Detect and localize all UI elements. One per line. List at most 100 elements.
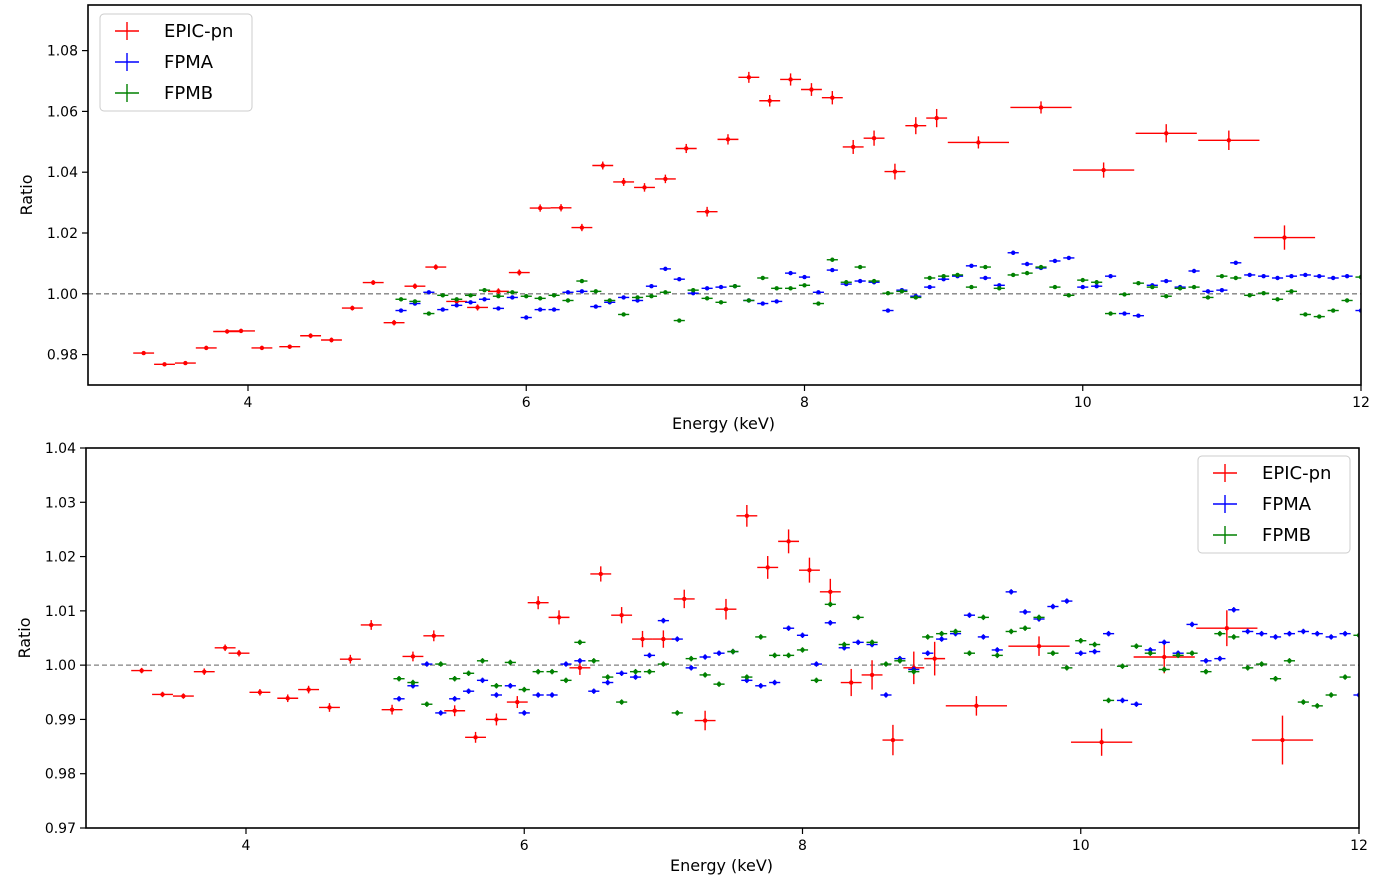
data-point xyxy=(673,589,695,609)
data-point xyxy=(574,658,586,664)
data-point xyxy=(755,683,767,689)
data-point xyxy=(576,289,588,294)
data-point xyxy=(757,301,769,306)
legend-label: FPMB xyxy=(1262,525,1311,546)
data-point xyxy=(645,284,658,289)
data-point xyxy=(1047,603,1059,610)
data-point xyxy=(492,306,504,311)
y-tick-label: 1.00 xyxy=(45,658,76,674)
data-point xyxy=(152,691,173,698)
data-point xyxy=(812,290,824,295)
data-point xyxy=(423,630,445,642)
data-point xyxy=(435,710,447,716)
data-point xyxy=(490,692,502,698)
x-tick-label: 10 xyxy=(1072,838,1090,854)
data-point xyxy=(657,617,669,624)
data-point xyxy=(729,284,741,289)
data-point xyxy=(1049,258,1061,264)
data-point xyxy=(1244,293,1256,298)
data-point xyxy=(546,668,558,675)
data-point xyxy=(936,630,948,637)
data-point xyxy=(487,288,509,295)
data-point xyxy=(1242,628,1254,635)
x-tick-label: 12 xyxy=(1350,838,1368,854)
data-point xyxy=(938,273,950,279)
data-point xyxy=(882,308,894,313)
data-point xyxy=(810,677,822,684)
data-point xyxy=(1075,650,1087,656)
data-point xyxy=(866,639,878,646)
data-point xyxy=(437,293,449,298)
y-tick-label: 0.97 xyxy=(45,821,76,837)
data-point xyxy=(1258,273,1270,279)
data-point xyxy=(659,266,671,272)
data-point xyxy=(1299,312,1311,317)
data-point xyxy=(801,83,822,96)
data-point xyxy=(1242,665,1254,671)
legend-entry-epic-pn: EPIC-pn xyxy=(115,21,233,42)
data-point xyxy=(1158,639,1170,646)
data-point xyxy=(562,298,574,303)
data-point xyxy=(154,362,175,367)
legend-entry-fpma: FPMA xyxy=(115,52,214,73)
y-tick-label: 1.04 xyxy=(47,165,78,181)
plot-area xyxy=(131,505,1359,765)
data-point xyxy=(812,301,824,306)
data-point xyxy=(1186,621,1198,628)
data-point xyxy=(616,670,628,676)
data-point xyxy=(618,295,630,300)
data-point xyxy=(451,303,463,308)
data-point xyxy=(604,298,616,303)
legend-label: EPIC-pn xyxy=(164,21,233,42)
data-point xyxy=(979,264,991,270)
data-point xyxy=(671,710,683,716)
data-point xyxy=(755,634,767,640)
data-point xyxy=(1313,314,1325,319)
data-point xyxy=(785,286,797,291)
data-point xyxy=(520,294,532,299)
data-point xyxy=(478,297,491,302)
legend-label: FPMA xyxy=(1262,494,1312,515)
legend-label: EPIC-pn xyxy=(1262,463,1331,484)
data-point xyxy=(713,681,725,687)
data-point xyxy=(1007,272,1019,278)
data-point xyxy=(478,287,491,293)
data-point xyxy=(1230,260,1242,265)
data-point xyxy=(1130,701,1142,707)
data-point xyxy=(321,337,342,343)
data-point xyxy=(1130,643,1142,649)
data-point xyxy=(534,307,546,312)
legend-entry-fpma: FPMA xyxy=(1213,494,1312,515)
data-point xyxy=(896,289,908,294)
data-point xyxy=(634,183,655,192)
data-point xyxy=(214,644,236,652)
data-point xyxy=(1311,703,1323,709)
data-point xyxy=(882,290,894,296)
data-point xyxy=(1228,634,1240,640)
data-point xyxy=(1132,280,1144,286)
data-point xyxy=(741,674,753,680)
data-point xyxy=(1283,630,1296,637)
data-point xyxy=(444,705,466,717)
y-tick-label: 0.98 xyxy=(47,348,78,364)
data-point xyxy=(826,267,838,273)
data-point xyxy=(1188,268,1200,274)
data-point xyxy=(819,578,841,605)
data-point xyxy=(1202,295,1214,300)
data-point xyxy=(423,290,435,295)
data-point xyxy=(838,641,850,648)
data-point xyxy=(1007,250,1019,255)
data-point xyxy=(884,163,906,180)
data-point xyxy=(1103,630,1115,637)
data-point xyxy=(463,688,475,694)
data-point xyxy=(1285,289,1298,294)
data-point xyxy=(629,668,642,675)
data-point xyxy=(1311,630,1323,637)
data-point xyxy=(1118,311,1131,316)
data-point xyxy=(133,350,155,356)
data-point xyxy=(490,683,502,689)
x-tick-label: 12 xyxy=(1352,395,1370,411)
data-point xyxy=(785,270,797,276)
data-point xyxy=(993,286,1005,291)
data-point xyxy=(1160,294,1172,299)
